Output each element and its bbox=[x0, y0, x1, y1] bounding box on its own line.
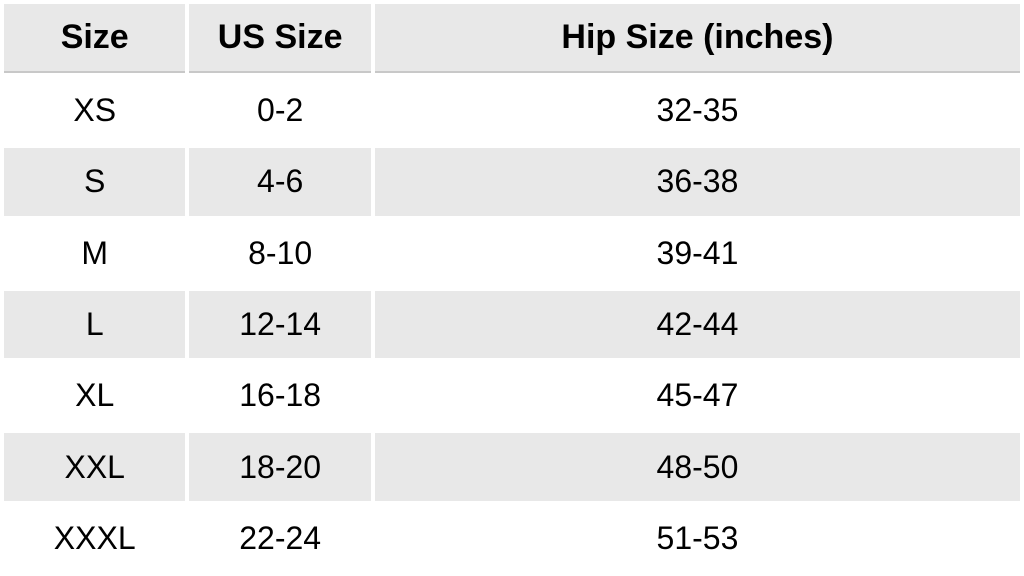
cell-size: L bbox=[4, 291, 185, 358]
cell-size: XXL bbox=[4, 433, 185, 500]
table-row: S 4-6 36-38 bbox=[4, 148, 1020, 215]
table-row: M 8-10 39-41 bbox=[4, 220, 1020, 287]
header-size: Size bbox=[4, 4, 185, 73]
cell-hip: 51-53 bbox=[375, 505, 1020, 572]
cell-hip: 39-41 bbox=[375, 220, 1020, 287]
table-row: L 12-14 42-44 bbox=[4, 291, 1020, 358]
table-body: XS 0-2 32-35 S 4-6 36-38 M 8-10 39-41 L … bbox=[4, 77, 1020, 572]
cell-hip: 32-35 bbox=[375, 77, 1020, 144]
cell-us-size: 16-18 bbox=[189, 362, 370, 429]
cell-size: XS bbox=[4, 77, 185, 144]
size-chart-container: Size US Size Hip Size (inches) XS 0-2 32… bbox=[0, 0, 1024, 576]
cell-hip: 36-38 bbox=[375, 148, 1020, 215]
cell-size: M bbox=[4, 220, 185, 287]
table-row: XXXL 22-24 51-53 bbox=[4, 505, 1020, 572]
header-row: Size US Size Hip Size (inches) bbox=[4, 4, 1020, 73]
cell-us-size: 8-10 bbox=[189, 220, 370, 287]
cell-size: XXXL bbox=[4, 505, 185, 572]
cell-us-size: 18-20 bbox=[189, 433, 370, 500]
cell-us-size: 22-24 bbox=[189, 505, 370, 572]
size-chart-table: Size US Size Hip Size (inches) XS 0-2 32… bbox=[0, 0, 1024, 576]
cell-us-size: 0-2 bbox=[189, 77, 370, 144]
cell-hip: 42-44 bbox=[375, 291, 1020, 358]
table-row: XXL 18-20 48-50 bbox=[4, 433, 1020, 500]
header-us-size: US Size bbox=[189, 4, 370, 73]
header-hip: Hip Size (inches) bbox=[375, 4, 1020, 73]
cell-us-size: 12-14 bbox=[189, 291, 370, 358]
table-row: XS 0-2 32-35 bbox=[4, 77, 1020, 144]
cell-us-size: 4-6 bbox=[189, 148, 370, 215]
cell-hip: 48-50 bbox=[375, 433, 1020, 500]
cell-hip: 45-47 bbox=[375, 362, 1020, 429]
table-row: XL 16-18 45-47 bbox=[4, 362, 1020, 429]
cell-size: S bbox=[4, 148, 185, 215]
table-head: Size US Size Hip Size (inches) bbox=[4, 4, 1020, 73]
cell-size: XL bbox=[4, 362, 185, 429]
